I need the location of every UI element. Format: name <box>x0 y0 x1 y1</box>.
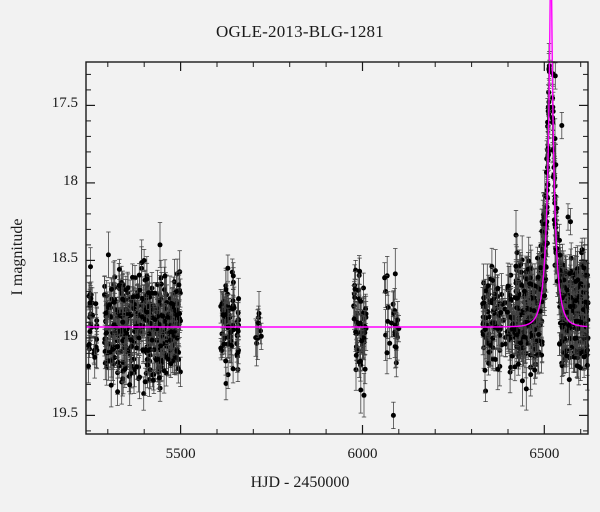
x-tick-label: 6500 <box>529 446 560 462</box>
model-curve <box>86 0 588 328</box>
y-tick-label: 18.5 <box>51 250 78 267</box>
x-axis-title: HJD - 2450000 <box>250 474 350 491</box>
x-tick-label: 5500 <box>165 446 196 462</box>
x-tick-label: 6000 <box>347 446 378 462</box>
y-tick-label: 19 <box>63 327 78 344</box>
y-axis-title: I magnitude <box>9 218 26 296</box>
axis-frame-layer <box>85 61 589 435</box>
y-tick-label: 18 <box>63 172 78 189</box>
y-tick-label: 19.5 <box>51 405 78 422</box>
data-points-layer <box>86 43 591 430</box>
page-title: OGLE-2013-BLG-1281 <box>216 22 384 41</box>
y-tick-label: 17.5 <box>51 95 78 112</box>
